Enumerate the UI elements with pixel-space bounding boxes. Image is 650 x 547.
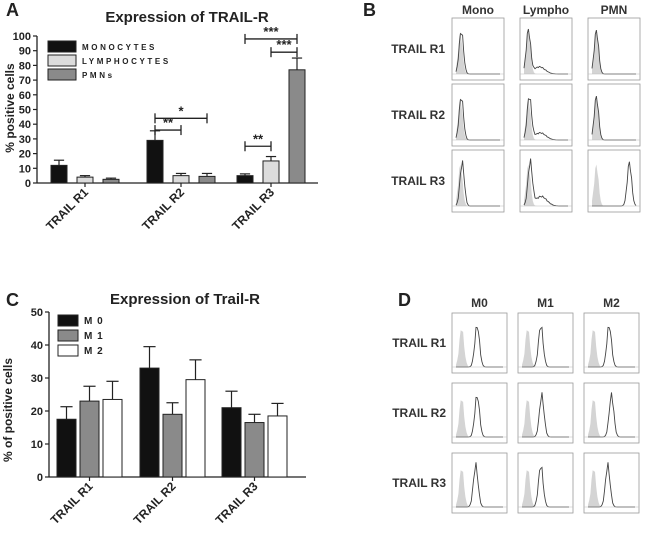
flow-row-label: TRAIL R3	[392, 476, 446, 490]
flow-row-label: TRAIL R1	[392, 336, 446, 350]
bar	[102, 178, 120, 184]
bar	[50, 164, 68, 184]
bar	[262, 160, 280, 184]
bar	[56, 418, 77, 478]
y-tick-label: 80	[19, 60, 31, 72]
bar	[288, 69, 306, 184]
legend-swatch	[57, 314, 79, 327]
bar	[139, 367, 160, 478]
control-histogram	[456, 470, 503, 507]
flow-column-header: M1	[537, 296, 554, 310]
bar	[146, 139, 164, 184]
y-tick-label: 50	[19, 105, 31, 117]
panel-letter-c: C	[6, 290, 19, 310]
legend-swatch	[47, 68, 77, 81]
control-histogram	[456, 400, 503, 437]
legend-label: M 0	[84, 316, 104, 327]
y-tick-label: 10	[19, 163, 31, 175]
bar	[102, 398, 123, 478]
bar	[244, 422, 265, 478]
bar	[198, 175, 216, 184]
chart-c-title: Expression of Trail-R	[110, 291, 260, 308]
x-tick-label: TRAIL R1	[43, 185, 91, 233]
chart-a: 0 10 20 30 40 50 60 70 80 90 100 TRAIL R1 TRAIL R2 TR…	[13, 24, 318, 233]
y-tick-label: 0	[37, 472, 43, 484]
y-tick-label: 10	[31, 439, 43, 451]
legend-swatch	[57, 344, 79, 357]
y-tick-label: 60	[19, 90, 31, 102]
flow-column-header: PMN	[601, 3, 628, 17]
y-tick-label: 90	[19, 46, 31, 58]
y-tick-label: 0	[25, 178, 31, 190]
bar	[172, 175, 190, 184]
flow-column-header: M0	[471, 296, 488, 310]
flow-panel-d: M0 M1 M2 TRAIL R1 TRAIL R2 TRAIL R3	[392, 296, 640, 514]
bar	[221, 407, 242, 478]
control-histogram	[524, 32, 568, 74]
flow-column-header: Mono	[462, 3, 494, 17]
control-histogram	[592, 32, 636, 74]
control-histogram	[522, 400, 569, 437]
control-histogram	[588, 470, 635, 507]
bar	[79, 400, 100, 478]
significance-label: ***	[263, 24, 279, 39]
panel-letter-d: D	[398, 290, 411, 310]
legend-swatch	[57, 329, 79, 342]
legend-label: PMNs	[82, 71, 115, 80]
legend-label: LYMPHOCYTES	[82, 57, 171, 66]
x-tick-label: TRAIL R2	[139, 185, 187, 233]
bar	[236, 175, 254, 184]
control-histogram	[588, 400, 635, 437]
y-tick-label: 100	[13, 31, 31, 43]
y-tick-label: 30	[19, 134, 31, 146]
control-histogram	[524, 164, 568, 206]
control-histogram	[456, 164, 500, 206]
flow-row-label: TRAIL R3	[391, 174, 445, 188]
bar	[162, 413, 183, 478]
y-tick-label: 30	[31, 373, 43, 385]
panel-letter-a: A	[6, 0, 19, 20]
legend-swatch	[47, 54, 77, 67]
flow-column-header: Lympho	[523, 3, 569, 17]
flow-row-label: TRAIL R2	[391, 108, 445, 122]
bar	[76, 176, 94, 184]
y-tick-label: 50	[31, 307, 43, 319]
flow-column-header: M2	[603, 296, 620, 310]
x-tick-label: TRAIL R1	[48, 479, 96, 527]
control-histogram	[522, 470, 569, 507]
bar	[267, 415, 288, 478]
y-tick-label: 20	[19, 149, 31, 161]
significance-label: ***	[276, 37, 292, 52]
y-tick-label: 70	[19, 75, 31, 87]
chart-a-ylabel: % positive cells	[3, 63, 17, 153]
x-tick-label: TRAIL R3	[229, 185, 277, 233]
control-histogram	[592, 98, 636, 140]
chart-c-ylabel: % of positive cells	[1, 358, 15, 462]
flow-panel-b: Mono Lympho PMN TRAIL R1 TRAIL R2 TRAIL R3	[391, 3, 641, 213]
panel-letter-b: B	[363, 0, 376, 20]
x-tick-label: TRAIL R3	[213, 479, 261, 527]
flow-row-label: TRAIL R1	[391, 42, 445, 56]
control-histogram	[456, 330, 503, 367]
bar	[185, 379, 206, 478]
significance-label: *	[178, 103, 184, 118]
legend-label: M 1	[84, 331, 104, 342]
flow-row-label: TRAIL R2	[392, 406, 446, 420]
control-histogram	[522, 330, 569, 367]
significance-label: **	[163, 115, 174, 130]
y-tick-label: 40	[19, 119, 31, 131]
legend-label: MONOCYTES	[82, 43, 157, 52]
x-tick-label: TRAIL R2	[131, 479, 179, 527]
legend-label: M 2	[84, 346, 104, 357]
y-tick-label: 20	[31, 406, 43, 418]
legend-swatch	[47, 40, 77, 53]
chart-a-title: Expression of TRAIL-R	[105, 9, 269, 26]
chart-c: 0 10 20 30 40 50 TRAIL R1 TRAIL R2 TRAIL R3 M 0 M …	[31, 307, 306, 527]
y-tick-label: 40	[31, 340, 43, 352]
significance-label: **	[253, 131, 264, 146]
control-histogram	[592, 164, 636, 206]
control-histogram	[588, 330, 635, 367]
